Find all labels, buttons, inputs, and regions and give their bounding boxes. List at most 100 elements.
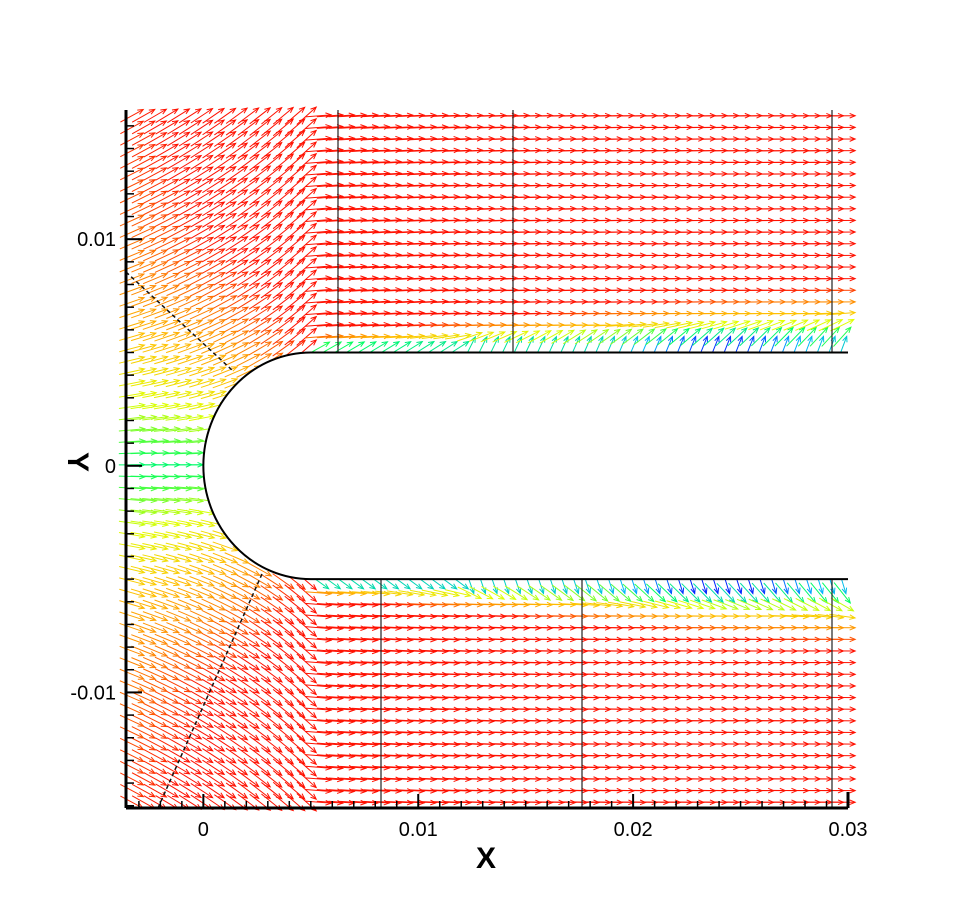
velocity-vector [166, 249, 191, 262]
velocity-vector-head [276, 270, 284, 277]
velocity-vector-head [149, 237, 157, 244]
velocity-vector-head [395, 159, 403, 165]
velocity-vector [130, 332, 157, 342]
velocity-vector-head [219, 319, 227, 325]
velocity-vector-head [241, 130, 249, 137]
velocity-vector-head [348, 310, 356, 316]
velocity-vector [398, 137, 425, 141]
velocity-vector [657, 583, 678, 603]
velocity-vector [351, 765, 378, 769]
velocity-vector [154, 355, 180, 365]
velocity-vector-head [325, 170, 333, 177]
velocity-vector-head [241, 119, 249, 126]
velocity-vector [351, 719, 378, 723]
velocity-vector [213, 248, 237, 263]
velocity-vector-head [515, 587, 522, 595]
velocity-vector [213, 724, 237, 740]
velocity-vector [260, 258, 283, 276]
velocity-vector-head [430, 287, 438, 293]
velocity-vector-head [229, 792, 237, 799]
velocity-vector [153, 391, 180, 399]
velocity-vector [340, 126, 367, 129]
velocity-vector [225, 782, 248, 799]
velocity-vector-head [160, 674, 169, 681]
velocity-vector-head [348, 776, 356, 783]
velocity-vector [316, 591, 343, 595]
velocity-vector-head [183, 119, 191, 126]
velocity-vector [190, 759, 213, 775]
velocity-vector [261, 107, 282, 125]
velocity-vector-head [406, 706, 414, 713]
velocity-vector [237, 735, 260, 753]
velocity-vector [272, 770, 294, 788]
velocity-vector-head [160, 686, 169, 692]
velocity-vector-head [310, 176, 318, 183]
velocity-vector [296, 316, 317, 335]
velocity-vector-head [395, 695, 403, 701]
velocity-vector-head [264, 317, 272, 324]
velocity-vector [225, 306, 249, 321]
velocity-vector-head [336, 124, 345, 130]
velocity-vector-head [325, 228, 333, 235]
velocity-vector-head [325, 613, 333, 620]
velocity-vector [363, 126, 390, 129]
velocity-vector [284, 176, 306, 195]
velocity-vector [188, 403, 215, 410]
velocity-vector-head [218, 201, 226, 208]
velocity-vector-head [336, 321, 345, 328]
velocity-vector-head [264, 688, 272, 695]
velocity-vector [143, 226, 168, 239]
velocity-vector [178, 656, 202, 669]
velocity-vector [296, 607, 317, 626]
velocity-vector-head [183, 768, 191, 775]
velocity-vector-head [336, 765, 345, 771]
velocity-vector [305, 754, 332, 758]
velocity-vector-head [360, 287, 368, 293]
velocity-vector-head [196, 592, 204, 599]
velocity-vector [363, 661, 390, 664]
velocity-vector [237, 200, 260, 217]
velocity-vector-head [253, 570, 262, 576]
velocity-vector-head [219, 557, 227, 564]
velocity-vector [130, 392, 157, 398]
velocity-vector [201, 283, 226, 297]
velocity-vector-head [161, 367, 169, 373]
velocity-vector [305, 695, 332, 699]
velocity-vector-head [206, 792, 214, 799]
velocity-vector-head [648, 328, 656, 335]
velocity-vector [340, 719, 367, 723]
velocity-vector [284, 700, 306, 718]
velocity-vector [272, 270, 294, 288]
velocity-vector-head [369, 583, 377, 590]
velocity-vector-head [264, 746, 272, 753]
velocity-vector-head [470, 335, 476, 343]
velocity-vector [316, 661, 343, 665]
velocity-vector-head [371, 217, 379, 223]
velocity-vector-head [406, 263, 414, 270]
velocity-vector-head [207, 581, 216, 587]
velocity-vector-head [264, 664, 272, 671]
velocity-vector-head [348, 298, 356, 305]
velocity-vector [190, 190, 214, 205]
velocity-vector-head [462, 583, 470, 590]
velocity-vector-head [430, 718, 438, 724]
velocity-vector [118, 498, 145, 502]
velocity-vector-head [241, 165, 249, 172]
velocity-vector [237, 130, 259, 148]
velocity-vector-head [185, 521, 193, 528]
velocity-vector [284, 188, 306, 207]
velocity-vector [130, 577, 157, 586]
velocity-vector-head [252, 769, 260, 776]
velocity-vector [237, 189, 260, 206]
velocity-vector [189, 284, 214, 297]
velocity-vector-head [137, 733, 145, 739]
velocity-vector-head [264, 200, 272, 207]
velocity-vector [409, 265, 436, 269]
velocity-vector-head [264, 107, 272, 114]
velocity-vector-head [371, 205, 379, 212]
velocity-vector-head [230, 593, 238, 599]
velocity-vector-head [195, 131, 203, 138]
velocity-vector-head [418, 135, 426, 142]
velocity-vector-head [325, 706, 333, 713]
velocity-vector [386, 614, 413, 618]
